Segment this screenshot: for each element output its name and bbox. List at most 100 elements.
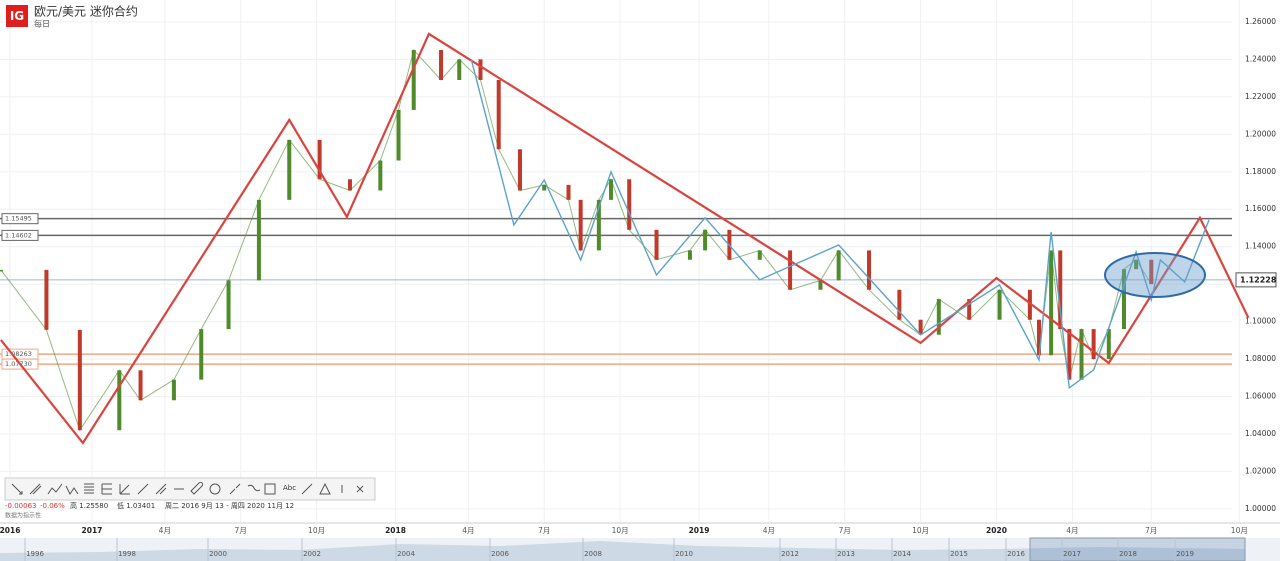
navigator-year: 2008 [584,550,602,558]
candle [578,199,583,251]
y-tick-label: 1.14000 [1245,242,1276,251]
navigator-area [0,541,1245,561]
tool-trend[interactable] [137,483,149,495]
tool-pencil[interactable] [190,481,204,495]
x-tick-label: 4月 [462,526,474,535]
candle [396,109,401,161]
tool-text[interactable]: Abc [283,484,296,492]
candle [1036,319,1041,356]
low: 低 1.03401 [117,501,155,510]
instrument-title: 欧元/美元 迷你合约 [34,4,138,19]
navigator-year: 2019 [1176,550,1194,558]
date-range: 周二 2016 9月 13 - 周四 2020 11月 12 [165,502,294,510]
tool-curve[interactable] [247,484,261,492]
candle [1058,250,1063,330]
level-label-box [1,213,39,225]
x-tick-label: 4月 [159,526,171,535]
y-tick-label: 1.16000 [1245,204,1276,213]
navigator-year: 2013 [837,550,855,558]
x-tick-label: 7月 [538,526,550,535]
tool-fan[interactable] [119,484,130,495]
high: 高 1.25580 [70,501,108,510]
candle [1121,269,1126,330]
toolbar-close[interactable] [356,485,364,493]
candle [609,179,614,200]
tool-arrow[interactable] [11,483,23,495]
candle [654,229,659,260]
candle [997,289,1002,320]
y-tick-label: 1.02000 [1245,466,1276,475]
highlight-ellipse [1104,252,1206,298]
x-tick-label: 10月 [912,526,929,535]
tool-grid[interactable] [101,483,112,495]
y-tick-label: 1.18000 [1245,167,1276,176]
x-tick-label: 2017 [82,526,103,535]
navigator-window[interactable] [1029,537,1246,561]
navigator-years: 1996 1998 2000 2002 2004 2006 2008 2010 2012 2013… [24,538,1194,561]
change: -0.00063 [5,502,36,510]
tool-wave[interactable] [65,485,79,495]
tool-fib[interactable] [84,483,94,494]
tool-channel[interactable] [155,483,167,495]
candle [478,59,483,80]
candle [1106,329,1111,360]
navigator-year: 2002 [303,550,321,558]
tool-polyline[interactable] [47,483,63,495]
candle [897,289,902,320]
x-tick-label: 10月 [612,526,629,535]
candle [867,250,872,290]
x-axis: 2016 2017 4月 7月 10月 2018 4月 7月 10月 2019 4月 7月 10月 202… [0,526,1248,535]
y-axis: 1.26000 1.24000 1.22000 1.20000 1.18000 1.160… [1235,17,1277,513]
trend-line [470,59,1210,390]
plot [0,32,1250,445]
y-tick-label: 1.20000 [1245,129,1276,138]
candle [818,280,823,290]
x-tick-label: 2019 [689,526,710,535]
x-tick-label: 7月 [235,526,247,535]
candle [347,179,352,191]
navigator-year: 2015 [950,550,968,558]
level-label: 1.14602 [5,231,32,239]
level-label: 1.08263 [5,350,32,358]
candle [44,269,49,330]
toolbar: Abc [4,477,376,501]
x-tick-label: 4月 [763,526,775,535]
x-tick-label: 4月 [1066,526,1078,535]
y-tick-label: 1.04000 [1245,429,1276,438]
candle [1149,259,1154,285]
navigator-year: 2012 [781,550,799,558]
candle [1067,329,1072,380]
x-tick-label: 10月 [1231,526,1248,535]
candle [703,229,708,251]
tool-ray[interactable] [301,483,313,495]
level-label-box [1,229,39,241]
y-tick-label: 1.24000 [1245,54,1276,63]
y-tick-label: 1.10000 [1245,317,1276,326]
candle [542,184,547,191]
navigator-year: 2010 [675,550,693,558]
logo[interactable] [6,5,28,27]
tool-circle[interactable] [209,483,221,495]
tool-measure[interactable] [229,483,241,495]
level-label: 1.07730 [5,360,32,368]
y-tick-label: 1.26000 [1245,17,1276,26]
navigator-year: 2017 [1063,550,1081,558]
trend-line [0,32,1250,445]
candle [411,50,416,110]
navigator-year: 1996 [26,550,44,558]
candle [117,370,122,431]
candle [836,250,841,281]
y-tick-label: 1.08000 [1245,354,1276,363]
navigator-year: 2014 [893,550,911,558]
tool-rect[interactable] [264,483,276,495]
candle [596,199,601,251]
tool-triangle[interactable] [319,482,331,495]
candle [566,184,571,200]
candle [0,269,3,272]
tool-lines[interactable] [29,483,42,495]
candle [317,139,322,180]
x-tick-label: 7月 [1145,526,1157,535]
y-tick-label: 1.00000 [1245,504,1276,513]
